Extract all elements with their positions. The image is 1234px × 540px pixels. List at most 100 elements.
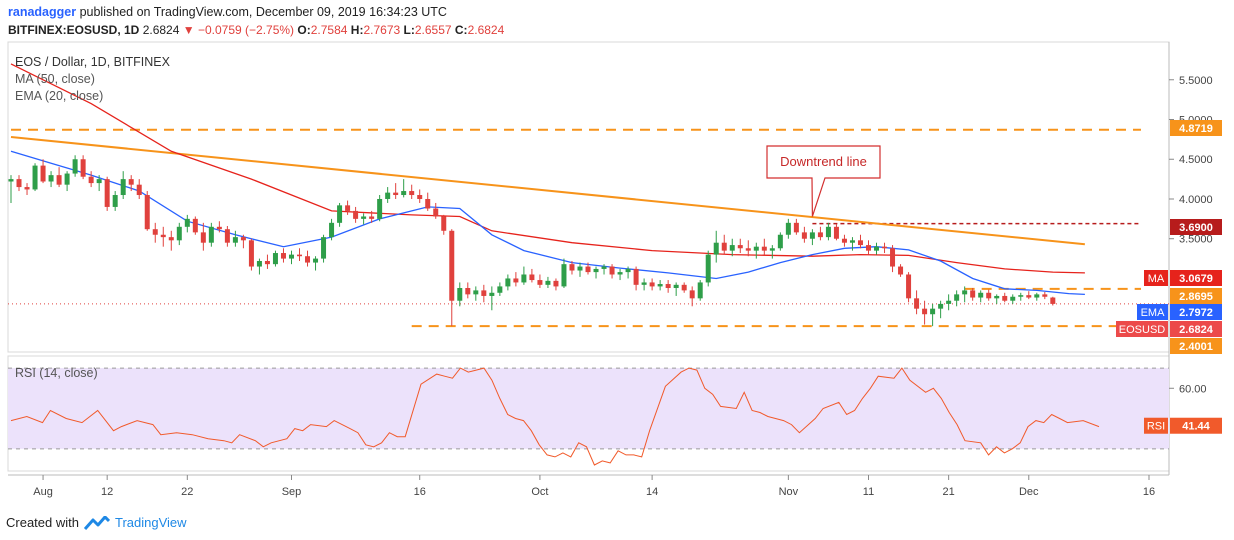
candle-body — [208, 226, 214, 243]
level-2-4001-box — [1170, 338, 1222, 354]
candle-body — [48, 175, 54, 182]
candle-body — [489, 292, 495, 296]
ma-50-line — [10, 63, 1085, 274]
candle-body — [954, 294, 960, 301]
candle-body — [729, 245, 735, 251]
candle-body — [633, 268, 639, 285]
level-4-8719-label: 4.8719 — [1179, 123, 1213, 135]
price-change: −0.0759 (−2.75%) — [197, 23, 295, 37]
level-2-8695-label: 2.8695 — [1179, 291, 1213, 303]
candle-body — [353, 210, 359, 219]
ma-legend[interactable]: MA (50, close) — [15, 72, 95, 86]
candle-body — [601, 266, 607, 269]
high-value: 2.7673 — [363, 23, 401, 37]
symbol-label: BITFINEX:EOSUSD, 1D — [8, 23, 140, 37]
candle-body — [168, 237, 174, 241]
ma-tag-prefix: MA — [1148, 273, 1165, 285]
candle-body — [216, 226, 222, 230]
candle-body — [288, 254, 294, 259]
candle-body — [40, 165, 46, 182]
candle-body — [160, 234, 166, 238]
candle-body — [272, 253, 278, 265]
rsi-tag-label: 41.44 — [1182, 421, 1210, 433]
candle-body — [144, 195, 150, 230]
x-tick-label: Sep — [282, 486, 302, 498]
rsi-tag-prefix: RSI — [1147, 421, 1165, 433]
candle-body — [513, 278, 519, 283]
level-3-6900-label: 3.6900 — [1179, 222, 1213, 234]
candle-body — [248, 240, 254, 267]
x-tick-label: 21 — [943, 486, 955, 498]
x-tick-label: 12 — [101, 486, 113, 498]
candle-body — [112, 195, 118, 207]
candle-body — [665, 284, 671, 289]
candle-body — [481, 290, 487, 296]
candle-body — [890, 248, 896, 267]
candle-body — [1010, 296, 1016, 301]
candle-body — [529, 274, 535, 281]
candle-body — [617, 272, 623, 275]
level-3-6900-box — [1170, 219, 1222, 235]
candle-body — [497, 286, 503, 293]
candle-body — [8, 179, 14, 182]
candle-body — [946, 300, 952, 304]
rsi-legend[interactable]: RSI (14, close) — [15, 366, 98, 380]
candle-body — [865, 245, 871, 251]
rsi-tag-prefix-box — [1144, 417, 1168, 434]
candle-body — [280, 253, 286, 259]
candle-body — [417, 195, 423, 199]
candle-body — [914, 298, 920, 309]
tradingview-brand[interactable]: TradingView — [114, 515, 187, 530]
candle-body — [906, 274, 912, 299]
candle-body — [705, 254, 711, 283]
open-label: O: — [297, 23, 311, 37]
candle-body — [224, 229, 230, 243]
candle-body — [401, 191, 407, 196]
candle-body — [657, 284, 663, 287]
candle-body — [874, 246, 880, 251]
candle-body — [385, 192, 391, 199]
x-tick-label: 14 — [646, 486, 658, 498]
rsi-tag-box — [1170, 417, 1222, 434]
candle-body — [745, 248, 751, 251]
candle-body — [505, 278, 511, 287]
candle-body — [585, 266, 591, 273]
low-value: 2.6557 — [414, 23, 452, 37]
open-value: 2.7584 — [310, 23, 348, 37]
candle-body — [681, 284, 687, 291]
downtrend-line — [10, 135, 1085, 246]
x-tick-label: Dec — [1019, 486, 1039, 498]
candle-body — [1042, 294, 1048, 297]
candle-body — [313, 258, 319, 263]
candle-body — [849, 240, 855, 243]
candle-body — [625, 268, 631, 273]
callout-box — [766, 145, 881, 217]
candle-body — [232, 237, 238, 243]
ema-tag-prefix-box — [1137, 304, 1168, 320]
close-tag-prefix: EOSUSD — [1119, 324, 1166, 336]
candle-body — [321, 237, 327, 259]
ma-tag-label: 3.0679 — [1179, 273, 1213, 285]
candle-body — [297, 254, 303, 257]
x-tick-label: 16 — [1143, 486, 1155, 498]
close-label: C: — [454, 23, 468, 37]
candle-body — [361, 216, 367, 219]
ema-tag-prefix: EMA — [1141, 307, 1166, 319]
candle-body — [689, 290, 695, 299]
candle-body — [64, 173, 70, 185]
candle-body — [56, 175, 62, 185]
ema-legend[interactable]: EMA (20, close) — [15, 89, 104, 103]
candle-body — [96, 179, 102, 184]
candle-body — [184, 218, 190, 227]
candle-body — [465, 288, 471, 295]
candle-body — [753, 246, 759, 251]
candle-body — [24, 187, 30, 190]
candle-body — [457, 288, 463, 301]
author-name[interactable]: ranadagger — [8, 5, 77, 19]
rsi-band — [8, 368, 1169, 449]
candle-body — [32, 165, 38, 190]
chart-title: EOS / Dollar, 1D, BITFINEX — [15, 55, 170, 69]
candle-body — [938, 303, 944, 309]
candle-body — [16, 179, 22, 188]
